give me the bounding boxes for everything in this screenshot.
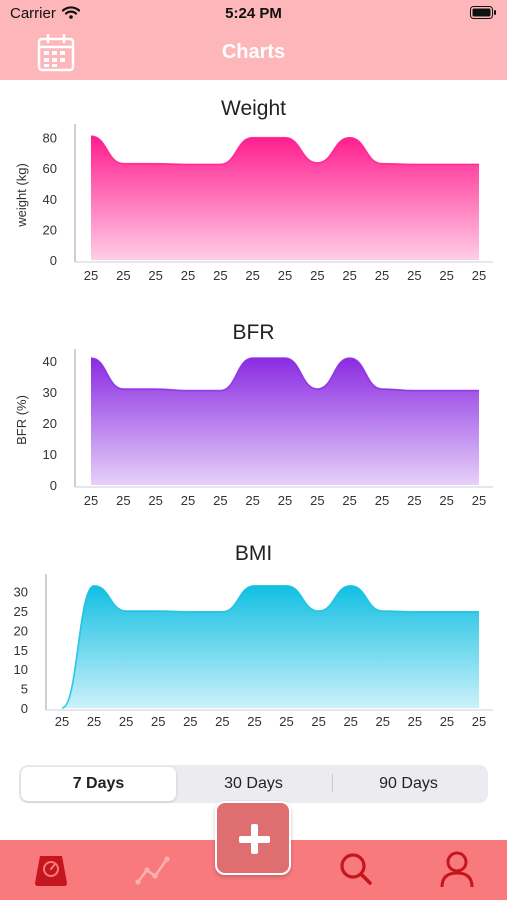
status-bar: Carrier 5:24 PM bbox=[0, 0, 507, 28]
carrier-label: Carrier bbox=[10, 5, 56, 22]
series-area bbox=[91, 136, 479, 260]
search-icon bbox=[340, 853, 372, 885]
x-tick-label: 25 bbox=[116, 493, 130, 508]
y-tick-label: 10 bbox=[14, 662, 28, 677]
bmi-chart-svg: 0 5 10 15 20 25 30 25 25 25 25 25 25 25 25 25 25 25 25 25 25 bbox=[14, 574, 493, 729]
tab-scale[interactable] bbox=[32, 850, 72, 890]
scale-icon bbox=[35, 856, 67, 886]
bmi-chart: BMI 0 5 10 15 20 25 30 25 25 25 25 25 25 25 25 25 25 25 25… bbox=[0, 530, 507, 755]
segment-divider bbox=[332, 774, 333, 792]
y-axis-label: BFR (%) bbox=[14, 395, 29, 445]
x-tick-label: 25 bbox=[310, 493, 324, 508]
x-tick-label: 25 bbox=[215, 714, 229, 729]
y-tick-label: 40 bbox=[43, 192, 57, 207]
x-tick-label: 25 bbox=[119, 714, 133, 729]
y-tick-label: 30 bbox=[43, 385, 57, 400]
y-tick-label: 5 bbox=[21, 682, 28, 697]
x-tick-label: 25 bbox=[213, 493, 227, 508]
segment-7-days[interactable]: 7 Days bbox=[21, 767, 176, 801]
x-tick-label: 25 bbox=[55, 714, 69, 729]
y-tick-label: 60 bbox=[43, 161, 57, 176]
x-tick-label: 25 bbox=[472, 714, 486, 729]
chart-title: Weight bbox=[221, 97, 286, 120]
x-tick-label: 25 bbox=[148, 493, 162, 508]
x-tick-label: 25 bbox=[342, 268, 356, 283]
weight-chart: Weight 0 20 40 60 80 25 25 25 25 25 25 25 25 25 25 25 25… bbox=[0, 80, 507, 305]
x-tick-label: 25 bbox=[375, 268, 389, 283]
x-tick-label: 25 bbox=[375, 493, 389, 508]
segment-30-days[interactable]: 30 Days bbox=[224, 775, 283, 792]
x-tick-label: 25 bbox=[439, 268, 453, 283]
x-tick-label: 25 bbox=[278, 268, 292, 283]
x-tick-label: 25 bbox=[183, 714, 197, 729]
y-tick-label: 15 bbox=[14, 643, 28, 658]
x-tick-label: 25 bbox=[342, 493, 356, 508]
x-tick-label: 25 bbox=[213, 268, 227, 283]
tab-charts[interactable] bbox=[134, 850, 174, 890]
x-tick-label: 25 bbox=[407, 493, 421, 508]
x-tick-label: 25 bbox=[439, 493, 453, 508]
series-area bbox=[62, 585, 479, 708]
x-tick-label: 25 bbox=[408, 714, 422, 729]
page-title: Charts bbox=[221, 41, 286, 63]
chart-line-icon bbox=[135, 856, 170, 885]
chart-title: BMI bbox=[234, 542, 273, 565]
y-tick-label: 0 bbox=[21, 701, 28, 716]
nav-bar: Charts bbox=[0, 28, 507, 80]
segment-90-days[interactable]: 90 Days bbox=[379, 775, 438, 792]
y-tick-label: 30 bbox=[14, 585, 28, 600]
weight-chart-svg: 0 20 40 60 80 25 25 25 25 25 25 25 25 25 25 25 25 25 weigh… bbox=[14, 124, 493, 283]
battery-icon bbox=[470, 6, 497, 23]
y-tick-label: 20 bbox=[14, 623, 28, 638]
y-tick-label: 10 bbox=[43, 447, 57, 462]
status-time: 5:24 PM bbox=[225, 5, 282, 22]
x-tick-label: 25 bbox=[247, 714, 261, 729]
series-line bbox=[90, 357, 479, 392]
y-axis-label: weight (kg) bbox=[14, 163, 29, 228]
series-line bbox=[61, 585, 480, 709]
x-tick-label: 25 bbox=[311, 714, 325, 729]
tab-profile[interactable] bbox=[438, 850, 478, 890]
x-tick-label: 25 bbox=[440, 714, 454, 729]
add-entry-button[interactable] bbox=[215, 801, 291, 875]
x-tick-label: 25 bbox=[84, 268, 98, 283]
x-tick-label: 25 bbox=[472, 493, 486, 508]
profile-icon bbox=[440, 851, 474, 888]
y-tick-label: 0 bbox=[50, 478, 57, 493]
period-segmented-control: 7 Days 30 Days 90 Days bbox=[19, 765, 488, 803]
x-tick-label: 25 bbox=[310, 268, 324, 283]
y-tick-label: 0 bbox=[50, 253, 57, 268]
chart-title: BFR bbox=[232, 321, 275, 344]
x-tick-label: 25 bbox=[84, 493, 98, 508]
y-tick-label: 80 bbox=[43, 131, 57, 146]
calendar-icon[interactable] bbox=[37, 33, 75, 72]
x-tick-label: 25 bbox=[343, 714, 357, 729]
tab-search[interactable] bbox=[337, 850, 377, 890]
wifi-icon bbox=[61, 6, 81, 23]
x-tick-label: 25 bbox=[245, 268, 259, 283]
x-tick-label: 25 bbox=[181, 493, 195, 508]
x-tick-label: 25 bbox=[151, 714, 165, 729]
bfr-chart: BFR 0 10 20 30 40 25 25 25 25 25 25 25 25 25 25 25 25 25 B… bbox=[0, 305, 507, 530]
x-tick-label: 25 bbox=[116, 268, 130, 283]
x-tick-label: 25 bbox=[376, 714, 390, 729]
bfr-chart-svg: 0 10 20 30 40 25 25 25 25 25 25 25 25 25 25 25 25 25 BFR (… bbox=[14, 349, 493, 508]
x-tick-label: 25 bbox=[278, 493, 292, 508]
series-area bbox=[91, 358, 479, 485]
x-tick-label: 25 bbox=[472, 268, 486, 283]
plus-icon bbox=[239, 836, 270, 843]
y-tick-label: 20 bbox=[43, 416, 57, 431]
x-tick-label: 25 bbox=[407, 268, 421, 283]
y-tick-label: 20 bbox=[43, 222, 57, 237]
x-tick-label: 25 bbox=[245, 493, 259, 508]
x-tick-label: 25 bbox=[148, 268, 162, 283]
y-tick-label: 40 bbox=[43, 354, 57, 369]
series-line bbox=[90, 135, 479, 166]
y-tick-label: 25 bbox=[14, 604, 28, 619]
x-tick-label: 25 bbox=[87, 714, 101, 729]
x-tick-label: 25 bbox=[279, 714, 293, 729]
x-tick-label: 25 bbox=[181, 268, 195, 283]
